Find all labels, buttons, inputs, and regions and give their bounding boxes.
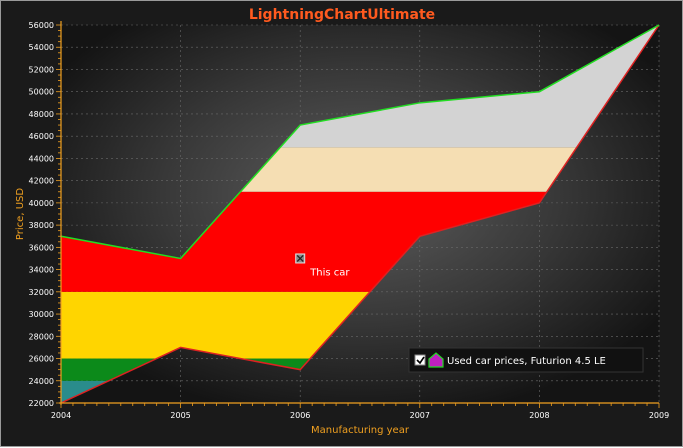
y-tick-label: 38000 [29, 221, 54, 230]
y-tick-label: 32000 [29, 288, 54, 297]
y-tick-label: 34000 [29, 266, 54, 275]
low-price-line [60, 24, 660, 404]
high-price-line [60, 24, 660, 260]
annotation-label: This car [309, 267, 350, 278]
legend: Used car prices, Futurion 4.5 LE [408, 347, 644, 373]
x-tick-label: 2009 [649, 411, 669, 420]
y-tick-label: 54000 [29, 43, 54, 52]
y-tick-label: 40000 [29, 199, 54, 208]
legend-label: Used car prices, Futurion 4.5 LE [447, 356, 606, 367]
y-tick-label: 28000 [29, 332, 54, 341]
area-series-icon [428, 352, 444, 368]
y-tick-label: 56000 [29, 21, 54, 30]
legend-box [408, 347, 644, 373]
y-tick-label: 26000 [29, 355, 54, 364]
y-tick-label: 36000 [29, 243, 54, 252]
y-tick-label: 46000 [29, 132, 54, 141]
x-axis-title: Manufacturing year [311, 425, 410, 436]
x-tick-label: 2005 [170, 411, 190, 420]
y-tick-label: 44000 [29, 154, 54, 163]
y-tick-label: 42000 [29, 177, 54, 186]
cross-icon [296, 255, 304, 262]
x-tick-label: 2008 [529, 411, 549, 420]
y-tick-label: 24000 [29, 377, 54, 386]
y-tick-label: 22000 [29, 399, 54, 408]
axes: 22000 24000 26000 28000 30000 32000 34000 36000… [29, 21, 669, 420]
y-tick-label: 48000 [29, 110, 54, 119]
annotation-marker[interactable]: This car [295, 253, 351, 279]
legend-checkbox[interactable] [414, 354, 426, 366]
y-axis-title: Price, USD [15, 188, 26, 240]
y-tick-label: 50000 [29, 88, 54, 97]
x-tick-label: 2004 [51, 411, 71, 420]
y-tick-label: 30000 [29, 310, 54, 319]
checkmark-icon [416, 356, 425, 365]
x-tick-label: 2007 [410, 411, 430, 420]
chart-title: LightningChartUltimate [249, 7, 435, 23]
y-tick-label: 52000 [29, 65, 54, 74]
x-tick-label: 2006 [290, 411, 310, 420]
